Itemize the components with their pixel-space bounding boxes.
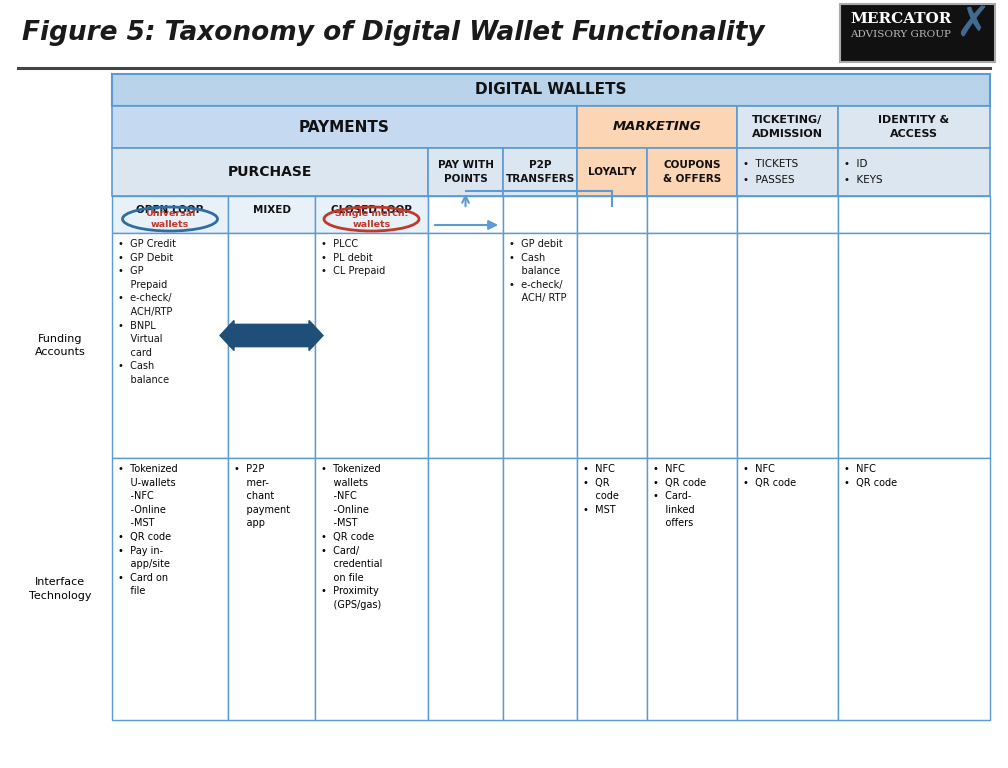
Bar bbox=[314, 233, 428, 458]
Bar bbox=[838, 458, 990, 720]
Text: •  NFC
•  QR code: • NFC • QR code bbox=[844, 464, 897, 488]
Bar bbox=[428, 148, 503, 196]
Bar bbox=[112, 74, 990, 106]
Text: ADVISORY GROUP: ADVISORY GROUP bbox=[850, 30, 951, 39]
Text: •  NFC
•  QR code
•  Card-
    linked
    offers: • NFC • QR code • Card- linked offers bbox=[653, 464, 707, 528]
Bar bbox=[737, 148, 838, 196]
Text: IDENTITY &
ACCESS: IDENTITY & ACCESS bbox=[878, 115, 950, 138]
Text: Funding
Accounts: Funding Accounts bbox=[34, 334, 86, 357]
Bar bbox=[112, 233, 228, 458]
Text: •  TICKETS: • TICKETS bbox=[743, 159, 798, 169]
Text: •  PLCC
•  PL debit
•  CL Prepaid: • PLCC • PL debit • CL Prepaid bbox=[321, 239, 385, 276]
Bar bbox=[647, 458, 737, 720]
Bar bbox=[112, 458, 228, 720]
Bar bbox=[838, 233, 990, 458]
Text: •  GP debit
•  Cash
    balance
•  e-check/
    ACH/ RTP: • GP debit • Cash balance • e-check/ ACH… bbox=[509, 239, 566, 303]
Text: DIGITAL WALLETS: DIGITAL WALLETS bbox=[475, 82, 627, 98]
Text: OPEN LOOP: OPEN LOOP bbox=[136, 205, 204, 215]
Text: Interface
Technology: Interface Technology bbox=[29, 578, 92, 601]
Bar bbox=[577, 106, 737, 148]
Bar bbox=[428, 196, 503, 233]
Bar bbox=[228, 458, 314, 720]
Text: •  Tokenized
    wallets
    -NFC
    -Online
    -MST
•  QR code
•  Card/
    c: • Tokenized wallets -NFC -Online -MST • … bbox=[321, 464, 382, 610]
Text: Figure 5: Taxonomy of Digital Wallet Functionality: Figure 5: Taxonomy of Digital Wallet Fun… bbox=[22, 20, 765, 46]
Bar bbox=[577, 148, 647, 196]
Bar bbox=[647, 196, 737, 233]
Text: •  PASSES: • PASSES bbox=[743, 175, 794, 185]
Text: •  ID: • ID bbox=[844, 159, 868, 169]
Bar bbox=[840, 4, 995, 62]
Text: CLOSED LOOP: CLOSED LOOP bbox=[331, 205, 412, 215]
Bar bbox=[647, 148, 737, 196]
Bar bbox=[503, 196, 577, 233]
Text: MERCATOR: MERCATOR bbox=[850, 12, 952, 26]
FancyArrow shape bbox=[220, 320, 313, 350]
Bar bbox=[428, 458, 503, 720]
Text: Single merch.
wallets: Single merch. wallets bbox=[335, 210, 408, 229]
Text: •  P2P
    mer-
    chant
    payment
    app: • P2P mer- chant payment app bbox=[234, 464, 290, 528]
Bar bbox=[838, 106, 990, 148]
Bar bbox=[737, 196, 838, 233]
Text: PAYMENTS: PAYMENTS bbox=[299, 120, 390, 134]
Text: PAY WITH
POINTS: PAY WITH POINTS bbox=[437, 161, 494, 184]
Text: Universal
wallets: Universal wallets bbox=[145, 210, 196, 229]
Bar bbox=[503, 458, 577, 720]
Bar bbox=[314, 196, 428, 233]
Bar bbox=[503, 148, 577, 196]
Bar bbox=[647, 233, 737, 458]
Bar bbox=[838, 148, 990, 196]
Bar bbox=[112, 196, 228, 233]
Bar bbox=[228, 233, 314, 458]
Text: LOYALTY: LOYALTY bbox=[588, 167, 636, 177]
Bar bbox=[577, 458, 647, 720]
Text: PURCHASE: PURCHASE bbox=[228, 165, 312, 179]
Bar bbox=[737, 106, 838, 148]
Bar bbox=[838, 196, 990, 233]
Text: •  KEYS: • KEYS bbox=[844, 175, 883, 185]
Text: COUPONS
& OFFERS: COUPONS & OFFERS bbox=[663, 161, 721, 184]
Bar bbox=[577, 196, 647, 233]
Text: •  GP Credit
•  GP Debit
•  GP
    Prepaid
•  e-check/
    ACH/RTP
•  BNPL
    V: • GP Credit • GP Debit • GP Prepaid • e-… bbox=[118, 239, 176, 385]
Bar bbox=[314, 458, 428, 720]
Text: MIXED: MIXED bbox=[252, 205, 290, 215]
Text: ✗: ✗ bbox=[956, 4, 991, 46]
Bar bbox=[503, 233, 577, 458]
Bar bbox=[737, 233, 838, 458]
Bar bbox=[112, 148, 428, 196]
Bar bbox=[228, 196, 314, 233]
Text: P2P
TRANSFERS: P2P TRANSFERS bbox=[505, 161, 575, 184]
Bar bbox=[737, 458, 838, 720]
Text: MARKETING: MARKETING bbox=[613, 121, 702, 134]
Bar bbox=[112, 106, 577, 148]
Bar bbox=[577, 233, 647, 458]
FancyArrow shape bbox=[230, 320, 323, 350]
Text: TICKETING/
ADMISSION: TICKETING/ ADMISSION bbox=[752, 115, 823, 138]
Text: •  NFC
•  QR code: • NFC • QR code bbox=[743, 464, 796, 488]
Text: •  NFC
•  QR
    code
•  MST: • NFC • QR code • MST bbox=[583, 464, 619, 515]
Text: •  Tokenized
    U-wallets
    -NFC
    -Online
    -MST
•  QR code
•  Pay in-
 : • Tokenized U-wallets -NFC -Online -MST … bbox=[118, 464, 177, 597]
Bar bbox=[428, 233, 503, 458]
